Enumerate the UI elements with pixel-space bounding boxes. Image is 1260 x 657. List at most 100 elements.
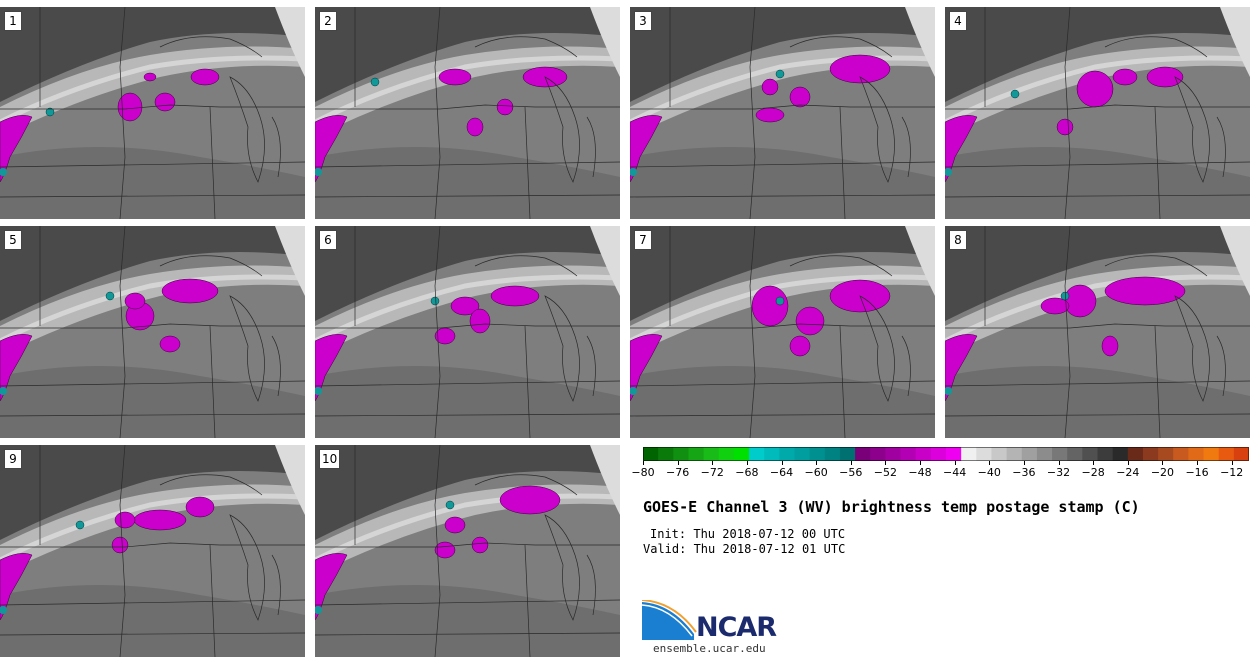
colorbar-bin [961, 447, 977, 461]
colorbar-bin [1203, 447, 1220, 461]
colorbar-tick-mark [712, 461, 714, 465]
colorbar-tick-label: −52 [873, 466, 897, 479]
colorbar-bin [1082, 447, 1098, 461]
colorbar-bin [673, 447, 689, 461]
colorbar-tick-mark [989, 461, 991, 465]
colorbar-tick-label: −12 [1220, 466, 1244, 479]
ncar-logo [642, 600, 697, 640]
colorbar-bin [885, 447, 902, 461]
colorbar-bin [991, 447, 1008, 461]
logo-url[interactable]: ensemble.ucar.edu [653, 642, 766, 655]
wv-map [945, 226, 1250, 438]
ensemble-member-panel: 3 [630, 7, 935, 219]
colorbar-bin [1127, 447, 1144, 461]
colorbar-tick-mark [816, 461, 818, 465]
wv-map [315, 226, 620, 438]
member-number-label: 2 [319, 11, 337, 31]
colorbar-tick-mark [1162, 461, 1164, 465]
ensemble-member-panel: 7 [630, 226, 935, 438]
colorbar-bin [824, 447, 841, 461]
member-number-label: 10 [319, 449, 341, 469]
member-number-label: 7 [634, 230, 652, 250]
wv-map [630, 226, 935, 438]
ensemble-member-panel: 6 [315, 226, 620, 438]
colorbar-tick-label: −28 [1081, 466, 1105, 479]
colorbar-bin [1173, 447, 1189, 461]
colorbar-bin [1067, 447, 1083, 461]
member-number-label: 6 [319, 230, 337, 250]
colorbar-bin [1142, 447, 1159, 461]
wv-map [315, 7, 620, 219]
wv-map [630, 7, 935, 219]
colorbar-bin [870, 447, 886, 461]
colorbar-tick-mark [1197, 461, 1199, 465]
colorbar-bin [688, 447, 705, 461]
colorbar-bin [946, 447, 962, 461]
colorbar-tick-label: −60 [804, 466, 828, 479]
colorbar-bin [718, 447, 735, 461]
wv-map [0, 7, 305, 219]
colorbar-bin [1158, 447, 1174, 461]
colorbar-bin [930, 447, 947, 461]
colorbar-ticks: −80 −76 −72 −68 −64 −60 −56 −52 −48 −44 −40 −36 −32−… [631, 461, 1249, 483]
ensemble-member-panel: 1 [0, 7, 305, 219]
figure-title: GOES-E Channel 3 (WV) brightness temp po… [643, 498, 1140, 516]
colorbar-bin [643, 447, 659, 461]
colorbar-bin [1188, 447, 1205, 461]
colorbar-tick-label: −20 [1150, 466, 1175, 479]
colorbar-bin [1218, 447, 1235, 461]
colorbar-tick-mark [1127, 461, 1129, 465]
colorbar-tick-label: −80 [631, 466, 655, 479]
colorbar-tick-mark [954, 461, 956, 465]
colorbar-bin [1036, 447, 1053, 461]
colorbar-tick-label: −32 [1046, 466, 1071, 479]
init-time: Init: Thu 2018-07-12 00 UTC [650, 527, 846, 541]
colorbar-bin [733, 447, 750, 461]
colorbar-tick-mark [677, 461, 679, 465]
colorbar-tick-label: −36 [1012, 466, 1036, 479]
colorbar-bin [703, 447, 720, 461]
colorbar-bin [1021, 447, 1038, 461]
colorbar-tick-mark [885, 461, 887, 465]
colorbar-tick-label: −56 [839, 466, 863, 479]
colorbar [643, 447, 1249, 461]
colorbar-tick-mark [920, 461, 922, 465]
wv-map [945, 7, 1250, 219]
colorbar-tick-mark [1023, 461, 1025, 465]
colorbar-tick-label: −44 [943, 466, 967, 479]
colorbar-tick-mark [850, 461, 852, 465]
colorbar-tick-mark [1093, 461, 1095, 465]
colorbar-tick-mark [746, 461, 748, 465]
valid-time: Valid: Thu 2018-07-12 01 UTC [643, 542, 846, 556]
ensemble-member-panel: 10 [315, 445, 620, 657]
member-number-label: 1 [4, 11, 22, 31]
colorbar-bin [764, 447, 780, 461]
colorbar-bin [855, 447, 871, 461]
colorbar-bin [1233, 447, 1249, 461]
colorbar-tick-label: −72 [700, 466, 724, 479]
colorbar-bin [1112, 447, 1129, 461]
colorbar-tick-mark [781, 461, 783, 465]
colorbar-bin [976, 447, 992, 461]
colorbar-tick-mark [1231, 461, 1233, 465]
colorbar-bin [900, 447, 917, 461]
ensemble-member-panel: 8 [945, 226, 1250, 438]
colorbar-bin [809, 447, 826, 461]
colorbar-tick-label: −64 [769, 466, 794, 479]
colorbar-bin [794, 447, 811, 461]
member-number-label: 3 [634, 11, 652, 31]
colorbar-tick-label: −48 [908, 466, 932, 479]
colorbar-bin [915, 447, 932, 461]
ensemble-member-panel: 4 [945, 7, 1250, 219]
colorbar-tick-label: −68 [735, 466, 759, 479]
member-number-label: 9 [4, 449, 22, 469]
colorbar-tick-label: −24 [1116, 466, 1140, 479]
colorbar-bin [839, 447, 856, 461]
member-number-label: 4 [949, 11, 967, 31]
colorbar-bin [1006, 447, 1023, 461]
colorbar-bin [1052, 447, 1068, 461]
colorbar-tick-mark [1058, 461, 1060, 465]
colorbar-tick-mark [643, 461, 644, 465]
colorbar-bin [749, 447, 765, 461]
colorbar-bin [658, 447, 674, 461]
